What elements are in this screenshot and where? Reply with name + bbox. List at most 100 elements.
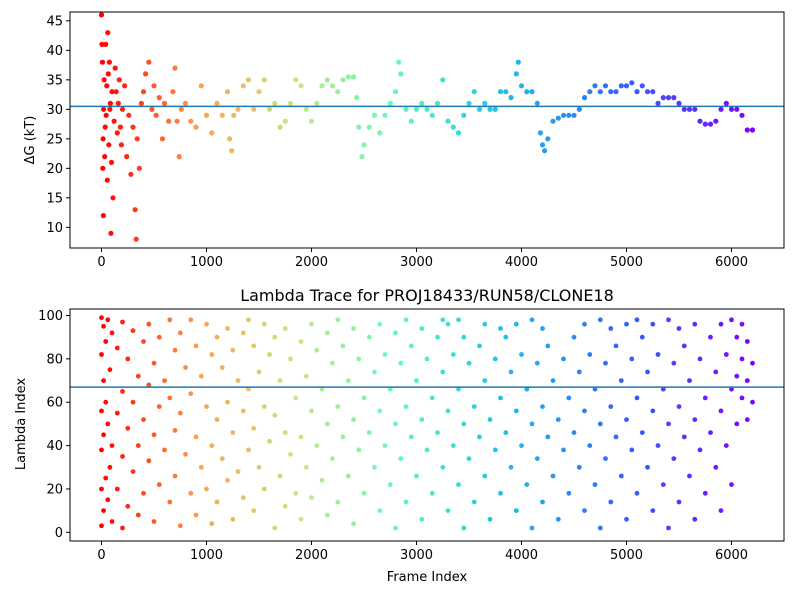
free-energy-point <box>118 142 124 148</box>
free-energy-point <box>133 236 139 242</box>
free-energy-point <box>396 59 402 65</box>
lambda-point <box>261 486 267 492</box>
free-energy-point <box>660 95 666 101</box>
lambda-point <box>613 434 619 440</box>
lambda-point <box>101 432 106 438</box>
free-energy-point <box>434 100 441 106</box>
free-energy-point <box>277 124 283 130</box>
free-energy-point <box>104 83 110 89</box>
lambda-point <box>540 499 545 505</box>
lambda-point <box>101 378 106 383</box>
lambda-point <box>692 321 698 327</box>
lambda-x-tick-label: 2000 <box>295 548 328 563</box>
lambda-point <box>120 319 125 325</box>
lambda-point <box>498 490 503 496</box>
lambda-point <box>235 469 241 474</box>
free-energy-point <box>655 100 661 106</box>
lambda-point <box>650 508 656 513</box>
free-energy-plot-frame <box>69 11 785 249</box>
lambda-point <box>634 317 640 323</box>
lambda-point <box>293 490 299 496</box>
lambda-point <box>482 473 488 479</box>
lambda-point <box>240 408 246 414</box>
lambda-point <box>624 516 629 522</box>
free-energy-point <box>166 118 172 124</box>
free-energy-point <box>103 41 109 48</box>
free-energy-point <box>592 83 598 89</box>
free-energy-point <box>245 77 252 83</box>
lambda-point <box>419 516 425 522</box>
lambda-point <box>272 334 278 340</box>
lambda-point <box>576 369 582 375</box>
lambda-point <box>408 434 414 440</box>
lambda-point <box>660 386 666 392</box>
free-energy-point <box>623 83 630 89</box>
lambda-point <box>498 326 503 331</box>
free-energy-y-tick-label: 10 <box>46 221 63 236</box>
free-energy-point <box>639 83 645 89</box>
lambda-point <box>655 352 661 357</box>
lambda-point <box>450 443 456 448</box>
free-energy-point <box>108 230 114 236</box>
lambda-point <box>162 378 167 383</box>
lambda-point <box>193 343 199 349</box>
lambda-point <box>101 508 106 513</box>
lambda-point <box>403 404 409 409</box>
lambda-x-ticks: 0 1000 2000 3000 4000 5000 6000 <box>97 541 748 563</box>
lambda-point <box>681 343 687 349</box>
free-energy-point <box>555 115 561 121</box>
lambda-point <box>650 408 656 414</box>
lambda-point <box>209 521 215 527</box>
lambda-point <box>109 330 115 336</box>
lambda-point <box>130 399 136 405</box>
lambda-point <box>687 473 692 479</box>
lambda-point <box>582 508 587 513</box>
lambda-point <box>366 430 372 435</box>
lambda-point <box>750 360 755 366</box>
lambda-point <box>471 499 477 505</box>
lambda-point <box>429 395 435 401</box>
free-energy-point <box>681 106 687 112</box>
free-energy-point <box>542 148 548 154</box>
free-energy-point <box>739 112 745 118</box>
lambda-point <box>107 464 113 470</box>
lambda-point <box>340 434 346 440</box>
lambda-point <box>246 386 251 392</box>
free-energy-point <box>718 106 724 112</box>
lambda-point <box>561 356 566 362</box>
free-energy-point <box>518 83 525 89</box>
lambda-point <box>277 378 283 383</box>
free-energy-point <box>134 136 140 142</box>
free-energy-point <box>138 100 144 106</box>
lambda-point <box>99 352 104 357</box>
free-energy-point <box>529 89 535 95</box>
free-energy-point <box>466 100 472 106</box>
lambda-point <box>403 317 409 323</box>
lambda-point <box>267 352 272 357</box>
free-energy-point <box>100 136 106 142</box>
lambda-point <box>639 430 645 435</box>
free-energy-point <box>100 213 106 219</box>
lambda-point <box>566 395 572 401</box>
lambda-point <box>109 443 115 448</box>
free-energy-point <box>227 136 233 142</box>
lambda-point <box>440 464 446 470</box>
lambda-point <box>718 408 724 414</box>
lambda-point <box>744 417 750 422</box>
free-energy-point <box>143 71 149 77</box>
lambda-point <box>135 443 141 448</box>
lambda-point <box>513 508 519 513</box>
lambda-point <box>246 317 251 323</box>
lambda-point <box>256 369 262 375</box>
free-energy-point <box>203 112 210 118</box>
lambda-point <box>456 386 461 392</box>
free-energy-point <box>744 127 750 133</box>
lambda-point <box>708 430 713 435</box>
free-energy-point <box>102 154 108 160</box>
free-energy-point <box>440 77 446 83</box>
free-energy-point <box>105 30 111 36</box>
free-energy-y-axis-label: ΔG (kT) <box>23 116 38 165</box>
lambda-point <box>713 369 719 375</box>
lambda-point <box>739 321 745 327</box>
